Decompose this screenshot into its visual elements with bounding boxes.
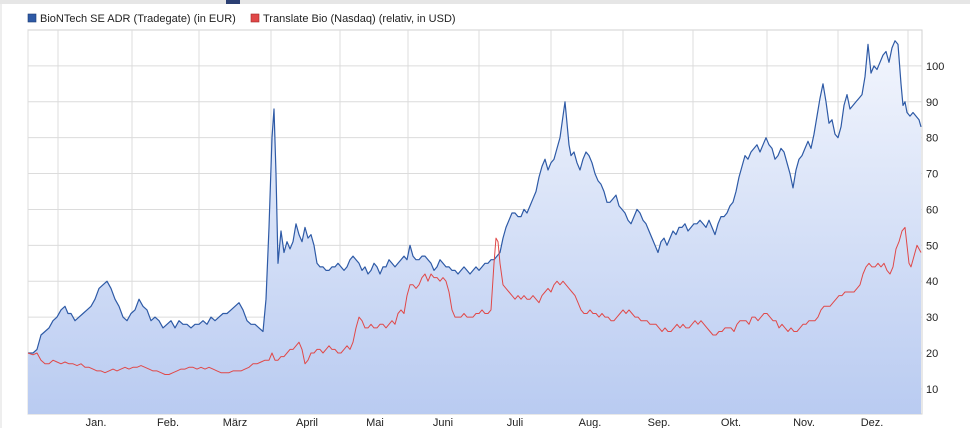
left-border (0, 4, 2, 428)
area-layer (28, 40, 921, 415)
top-bar-active-tab[interactable] (226, 0, 240, 4)
legend-label-biontech: BioNTech SE ADR (Tradegate) (in EUR) (40, 13, 236, 25)
x-tick-label: Okt. (721, 417, 741, 428)
y-tick-label: 90 (926, 97, 938, 109)
legend: BioNTech SE ADR (Tradegate) (in EUR) Tra… (27, 13, 456, 25)
y-tick-label: 20 (926, 348, 938, 360)
x-tick-label: Juni (433, 417, 453, 428)
y-tick-label: 40 (926, 276, 938, 288)
x-tick-label: April (296, 417, 318, 428)
legend-swatch-biontech (27, 13, 37, 23)
y-axis: 10 20 30 40 50 60 70 80 90 100 (926, 61, 944, 396)
x-tick-label: März (223, 417, 247, 428)
series-line-0 (28, 40, 922, 354)
y-tick-label: 70 (926, 169, 938, 181)
x-tick-label: Aug. (579, 417, 602, 428)
legend-swatch-translate-bio (250, 13, 260, 23)
line-layer (27, 40, 922, 375)
x-tick-label: Feb. (157, 417, 179, 428)
y-tick-label: 30 (926, 312, 938, 324)
legend-label-translate-bio: Translate Bio (Nasdaq) (relativ, in USD) (263, 13, 456, 25)
y-tick-label: 80 (926, 133, 938, 145)
series-line-1 (27, 226, 922, 375)
series-area-0 (28, 40, 921, 415)
x-tick-label: Jan. (86, 417, 107, 428)
x-tick-label: Mai (366, 417, 384, 428)
y-tick-label: 50 (926, 240, 938, 252)
top-bar (0, 0, 970, 4)
y-tick-label: 10 (926, 384, 938, 396)
x-tick-label: Dez. (861, 417, 884, 428)
x-tick-label: Juli (507, 417, 524, 428)
x-axis: Jan. Feb. März April Mai Juni Juli Aug. Sep. Okt.… (86, 417, 884, 428)
y-tick-label: 100 (926, 61, 944, 73)
x-tick-label: Nov. (793, 417, 815, 428)
y-tick-label: 60 (926, 204, 938, 216)
x-tick-label: Sep. (648, 417, 671, 428)
